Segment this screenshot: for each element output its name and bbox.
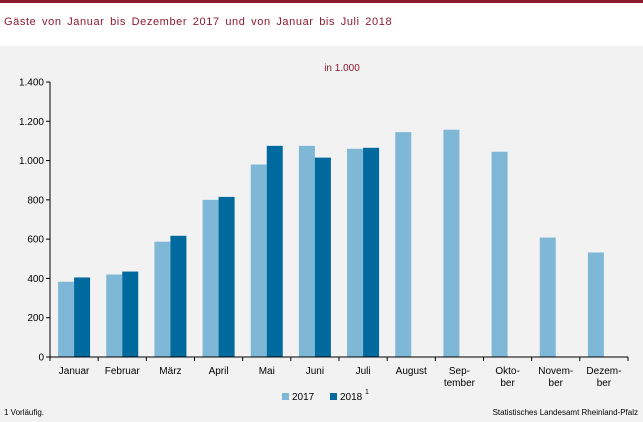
y-tick-label: 400 [27, 274, 44, 285]
y-tick-label: 800 [27, 195, 44, 206]
bar-2018 [170, 235, 187, 357]
bar-2017 [539, 237, 556, 357]
bar-2018 [74, 277, 91, 357]
bar-2017 [587, 252, 604, 357]
bar-2017 [154, 241, 171, 357]
x-category-label: Juli [356, 366, 371, 377]
x-category-label: Sep-tember [444, 366, 476, 389]
y-tick-label: 600 [27, 235, 44, 246]
bar-2018 [266, 145, 283, 357]
x-category-label: Februar [105, 366, 141, 377]
bar-2017 [202, 199, 219, 357]
chart-title: Gäste von Januar bis Dezember 2017 und v… [4, 16, 393, 28]
bar-2018 [122, 271, 139, 357]
x-category-label: März [159, 366, 181, 377]
bar-2017 [395, 132, 412, 357]
y-tick-label: 200 [27, 313, 44, 324]
bar-2017 [443, 129, 460, 357]
bar-2017 [491, 151, 508, 357]
legend-superscript: 1 [365, 389, 369, 396]
y-tick-label: 1.000 [19, 156, 44, 167]
source-credit: Statistisches Landesamt Rheinland-Pfalz [492, 408, 638, 417]
x-category-label: Dezem-ber [586, 366, 621, 389]
x-category-label: Januar [59, 366, 90, 377]
y-tick-label: 0 [38, 353, 44, 364]
x-category-label: Novem-ber [538, 366, 573, 389]
x-category-label: Okto-ber [495, 366, 519, 389]
bar-2017 [58, 281, 75, 357]
x-category-label: Juni [306, 366, 324, 377]
bar-2017 [106, 274, 123, 357]
legend-swatch-2017 [282, 393, 289, 400]
legend-label-2018: 2018 [340, 392, 363, 403]
bar-2018 [218, 196, 235, 357]
x-category-label: Mai [259, 366, 275, 377]
x-axis: Januar Februar März April Mai Juni Juli August S… [49, 356, 629, 389]
legend-swatch-2018 [330, 393, 337, 400]
x-category-label: August [396, 366, 427, 377]
legend-label-2017: 2017 [292, 392, 315, 403]
top-rule [0, 0, 643, 3]
bar-2018 [314, 157, 331, 357]
bar-2018 [363, 147, 380, 357]
bar-2017 [347, 148, 364, 357]
y-axis: 0 200 400 600 800 1.000 1.200 1.400 [19, 78, 51, 364]
legend: 2017 2018 1 [282, 389, 369, 403]
y-tick-label: 1.400 [19, 78, 44, 89]
x-category-label: April [209, 366, 229, 377]
bar-2017 [250, 164, 267, 357]
y-tick-label: 1.200 [19, 117, 44, 128]
bars [58, 129, 604, 357]
footnote: 1 Vorläufig. [4, 408, 45, 417]
unit-label: in 1.000 [324, 63, 360, 74]
bar-2017 [298, 145, 315, 357]
